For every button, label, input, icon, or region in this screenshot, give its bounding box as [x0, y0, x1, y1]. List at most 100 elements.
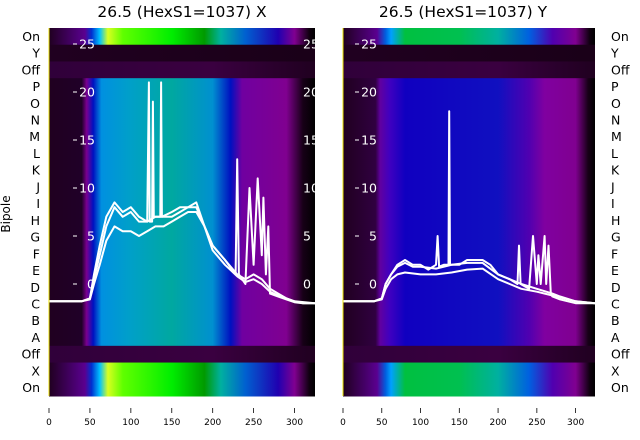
heatmap-row-n [49, 111, 315, 129]
heatmap-row-on [343, 28, 595, 46]
row-label: P [32, 79, 40, 94]
heatmap-row-p [343, 78, 595, 96]
heatmap-row-b [49, 312, 315, 330]
heatmap-row-on [343, 379, 595, 397]
row-label: P [611, 79, 619, 94]
row-label: F [611, 246, 618, 261]
trace-line-0 [343, 110, 595, 305]
inner-ytick-label: 20 [79, 85, 95, 100]
row-label: D [30, 280, 40, 295]
inner-ytick-label-overlap: 10 [303, 181, 319, 196]
row-label: O [611, 96, 621, 111]
heatmap-row-off [343, 61, 595, 79]
inner-ytick-label-overlap: 25 [303, 37, 319, 52]
heatmap-row-f [49, 245, 315, 263]
xtick-label: 0 [340, 418, 346, 428]
heatmap-row-a [49, 329, 315, 347]
inner-ytick-label: 5 [87, 229, 95, 244]
heatmap-row-j [343, 178, 595, 196]
row-label: H [31, 213, 40, 228]
row-label: E [32, 263, 40, 278]
row-label: Off [22, 347, 41, 362]
row-label: A [611, 330, 620, 345]
row-label: X [31, 363, 40, 378]
row-label: G [30, 230, 40, 245]
row-label: L [611, 146, 618, 161]
xtick-label: 300 [286, 418, 303, 428]
inner-ytick-label-overlap: 0 [303, 277, 311, 292]
heatmap-row-e [343, 262, 595, 280]
row-label: G [611, 230, 621, 245]
heatmap-row-a [343, 329, 595, 347]
chart-title-x: 26.5 (HexS1=1037) X [97, 3, 267, 21]
inner-ytick-label-overlap: 20 [303, 85, 319, 100]
row-label: I [36, 196, 40, 211]
row-label: Off [611, 347, 630, 362]
row-label: J [610, 179, 615, 194]
heatmap-row-y [49, 44, 315, 62]
xtick-label: 300 [567, 418, 584, 428]
heatmap-row-x [343, 362, 595, 380]
heatmap-row-off [49, 345, 315, 364]
xtick-label: 150 [451, 418, 468, 428]
xtick-label: 0 [46, 418, 52, 428]
xtick-label: 100 [122, 418, 139, 428]
row-label: Off [611, 62, 630, 77]
trace-line-1 [343, 261, 596, 305]
xtick-label: 200 [489, 418, 506, 428]
row-label: N [611, 113, 620, 128]
heatmap-row-m [49, 128, 315, 146]
row-label: H [611, 213, 620, 228]
inner-ytick-label: 5 [369, 229, 377, 244]
heatmap-row-i [343, 195, 595, 213]
heatmap-row-o [49, 94, 315, 113]
inner-ytick-label: 10 [79, 181, 95, 196]
row-label: B [611, 313, 620, 328]
row-label: N [31, 113, 40, 128]
heatmap-row-off [49, 61, 315, 79]
row-label: A [31, 330, 40, 345]
heatmap-row-m [343, 128, 595, 146]
row-label: B [31, 313, 40, 328]
heatmap-row-o [343, 94, 595, 113]
heatmap-row-k [343, 161, 595, 180]
heatmap-row-b [343, 312, 595, 330]
row-label: On [22, 29, 40, 44]
heatmap-row-n [343, 111, 595, 129]
heatmap-row-c [343, 295, 595, 313]
trace-line-2 [49, 211, 316, 305]
inner-ytick-label: 0 [87, 277, 95, 292]
heatmap-row-d [49, 278, 315, 297]
inner-ytick-label: 15 [79, 133, 95, 148]
xtick-label: 200 [204, 418, 221, 428]
heatmap-row-off [343, 345, 595, 364]
row-label: Y [31, 46, 40, 61]
inner-ytick-label: 10 [361, 181, 377, 196]
trace-line-2 [343, 267, 596, 305]
row-label: On [611, 29, 629, 44]
row-label: E [611, 263, 619, 278]
heatmap-row-on [49, 379, 315, 397]
heatmap-row-d [343, 278, 595, 297]
row-label: K [32, 163, 41, 178]
row-label: On [22, 380, 40, 395]
heatmap-row-c [49, 295, 315, 313]
inner-ytick-label: 0 [369, 277, 377, 292]
heatmap-row-h [343, 212, 595, 230]
y-axis-label: Bipole [0, 195, 13, 232]
xtick-label: 250 [245, 418, 262, 428]
row-label: On [611, 380, 629, 395]
row-label: D [611, 280, 621, 295]
heatmap-row-k [49, 161, 315, 180]
row-label: K [611, 163, 620, 178]
trace-line-1 [49, 206, 315, 305]
xtick-label: 150 [163, 418, 180, 428]
heatmap-row-l [343, 145, 595, 163]
row-label: L [33, 146, 40, 161]
row-label: I [611, 196, 615, 211]
heatmap-row-g [343, 228, 595, 246]
row-label: M [611, 129, 622, 144]
